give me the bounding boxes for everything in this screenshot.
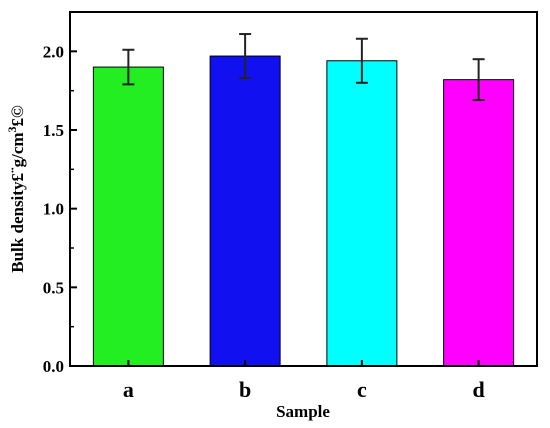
y-tick-label-4: 2.0 — [43, 42, 64, 61]
y-tick-label-0: 0.0 — [43, 357, 64, 376]
y-axis-title-end: £© — [8, 105, 27, 127]
x-tick-label-a: a — [123, 377, 134, 402]
x-tick-label-b: b — [239, 377, 251, 402]
y-tick-label-3: 1.5 — [43, 121, 64, 140]
bar-b — [209, 55, 281, 367]
bar-d — [443, 79, 515, 367]
y-axis-title-main: Bulk density£¨g/cm — [8, 132, 27, 272]
y-axis-title-superscript: 3 — [5, 126, 19, 132]
y-ticks-group: 0.0 0.5 1.0 1.5 2.0 — [43, 42, 77, 376]
x-axis-title: Sample — [276, 402, 330, 421]
plot-frame — [69, 11, 538, 367]
y-tick-label-1: 0.5 — [43, 278, 64, 297]
bar-a — [92, 66, 164, 367]
x-ticks-group: a b c d — [123, 360, 485, 402]
error-bars-group — [122, 33, 485, 102]
bar-c — [326, 60, 398, 367]
x-tick-label-c: c — [357, 377, 367, 402]
y-tick-label-2: 1.0 — [43, 200, 64, 219]
y-axis-title: Bulk density£¨g/cm3£© — [5, 105, 27, 273]
bars-group — [92, 55, 515, 367]
x-tick-label-d: d — [473, 377, 485, 402]
